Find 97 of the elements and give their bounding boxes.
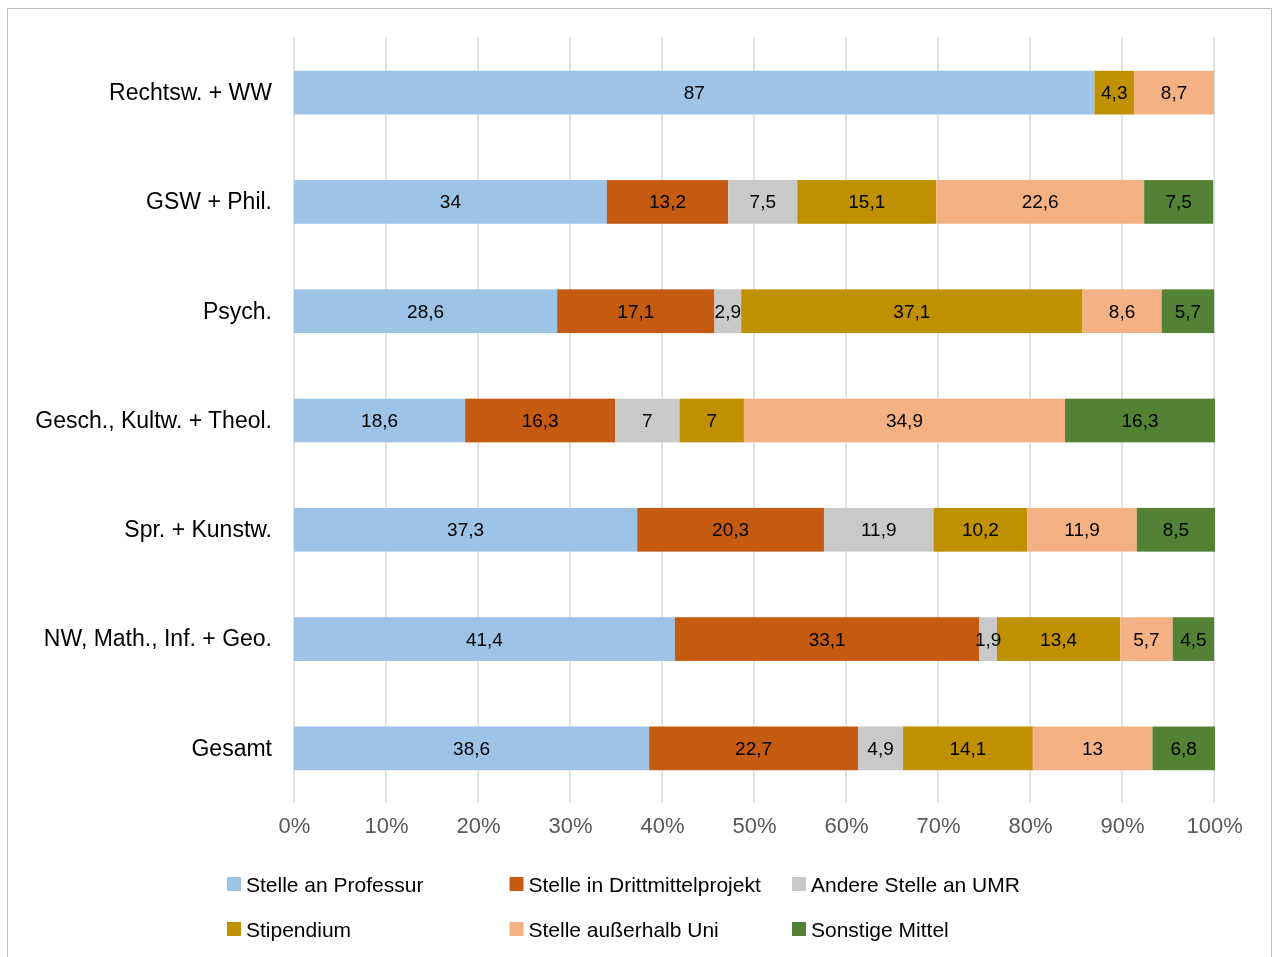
data-label: 4,3 [1101,82,1128,104]
data-label: 10,2 [961,519,999,541]
bar [637,507,824,552]
bar [294,617,675,661]
data-label: 8,5 [1162,519,1190,541]
data-label: 37,1 [893,300,931,322]
data-label: 28,6 [407,300,445,322]
bar [294,180,607,224]
data-label: 15,1 [848,191,886,213]
bar [1120,617,1173,661]
data-label: 2,9 [714,300,742,322]
x-tick-label: 50% [732,812,777,838]
data-label: 18,6 [361,410,399,431]
data-label: 13,2 [649,191,687,213]
data-label: 5,7 [1174,300,1202,322]
bar [1032,726,1153,771]
y-tick-label: NW, Math., Inf. + Geo. [43,625,272,652]
bar [615,398,680,443]
bar [858,726,904,771]
data-label: 11,9 [860,519,897,541]
y-tick-label: Gesamt [191,734,273,761]
data-label: 7,5 [749,191,776,213]
x-tick-label: 70% [916,812,961,838]
bar [743,398,1066,443]
y-tick-label: Gesch., Kultw. + Theol. [35,406,272,433]
bar [1065,398,1215,443]
data-label: 34 [439,191,462,213]
legend-label: Stelle in Drittmittelprojekt [528,872,761,896]
bar [294,289,558,334]
data-label: 16,3 [1121,410,1159,431]
bar [936,180,1145,224]
bar [1161,289,1215,334]
bar [1152,726,1215,771]
bar [903,726,1033,771]
data-label: 7 [642,410,653,431]
data-label: 7 [706,410,718,431]
legend-label: Stipendium [246,917,352,941]
data-label: 16,3 [521,410,559,431]
x-tick-label: 100% [1186,812,1243,838]
y-tick-label: GSW + Phil. [146,188,272,215]
data-label: 17,1 [617,300,655,322]
data-label: 41,4 [465,628,504,650]
x-tick-label: 90% [1100,812,1145,838]
data-label: 34,9 [885,410,923,431]
bar [465,398,616,443]
data-label: 4,5 [1180,628,1207,650]
bar [728,180,798,224]
bar [294,726,650,771]
bar [294,398,466,443]
data-label: 5,7 [1133,628,1160,650]
legend-label: Sonstige Mittel [811,917,949,941]
data-label: 20,3 [712,519,750,541]
x-tick-label: 30% [548,812,593,838]
bar [649,726,859,771]
data-label: 13 [1082,737,1104,759]
legend-label: Stelle außerhalb Uni [528,917,719,941]
bar [1134,70,1215,115]
x-tick-label: 60% [824,812,869,838]
data-label: 14,1 [949,737,987,759]
data-label: 38,6 [453,737,491,759]
data-label: 22,6 [1021,191,1059,213]
bar [1027,507,1137,552]
data-label: 37,3 [447,519,485,541]
legend-label: Andere Stelle an UMR [811,872,1020,896]
x-tick-label: 10% [364,812,409,838]
x-tick-label: 20% [456,812,501,838]
bar [294,507,638,552]
bar [741,289,1083,334]
x-tick-label: 0% [278,812,311,838]
data-label: 33,1 [808,628,846,650]
bar [823,507,934,552]
bar [557,289,715,334]
data-label: 8,7 [1160,82,1188,104]
data-label: 4,9 [867,737,894,759]
bar [1144,180,1214,224]
data-label: 22,7 [735,737,773,759]
data-label: 8,6 [1108,300,1136,322]
bar [1082,289,1162,334]
x-tick-label: 80% [1008,812,1053,838]
data-label: 7,5 [1165,191,1192,213]
bar [1136,507,1215,552]
y-tick-label: Rechtsw. + WW [109,79,273,105]
bar [606,180,729,224]
bar [1172,617,1215,661]
x-tick-label: 40% [640,812,685,838]
data-label: 13,4 [1040,628,1078,650]
data-label: 11,9 [1064,519,1100,541]
bar [294,70,1095,115]
bar [933,507,1028,552]
bar [797,180,937,224]
legend-label: Stelle an Professur [246,872,424,896]
bar [679,398,744,443]
data-label: 6,8 [1170,737,1197,759]
y-tick-label: Spr. + Kunstw. [124,516,272,543]
y-tick-label: Psych. [202,297,272,324]
bar [1094,70,1135,115]
data-label: 87 [683,82,705,104]
